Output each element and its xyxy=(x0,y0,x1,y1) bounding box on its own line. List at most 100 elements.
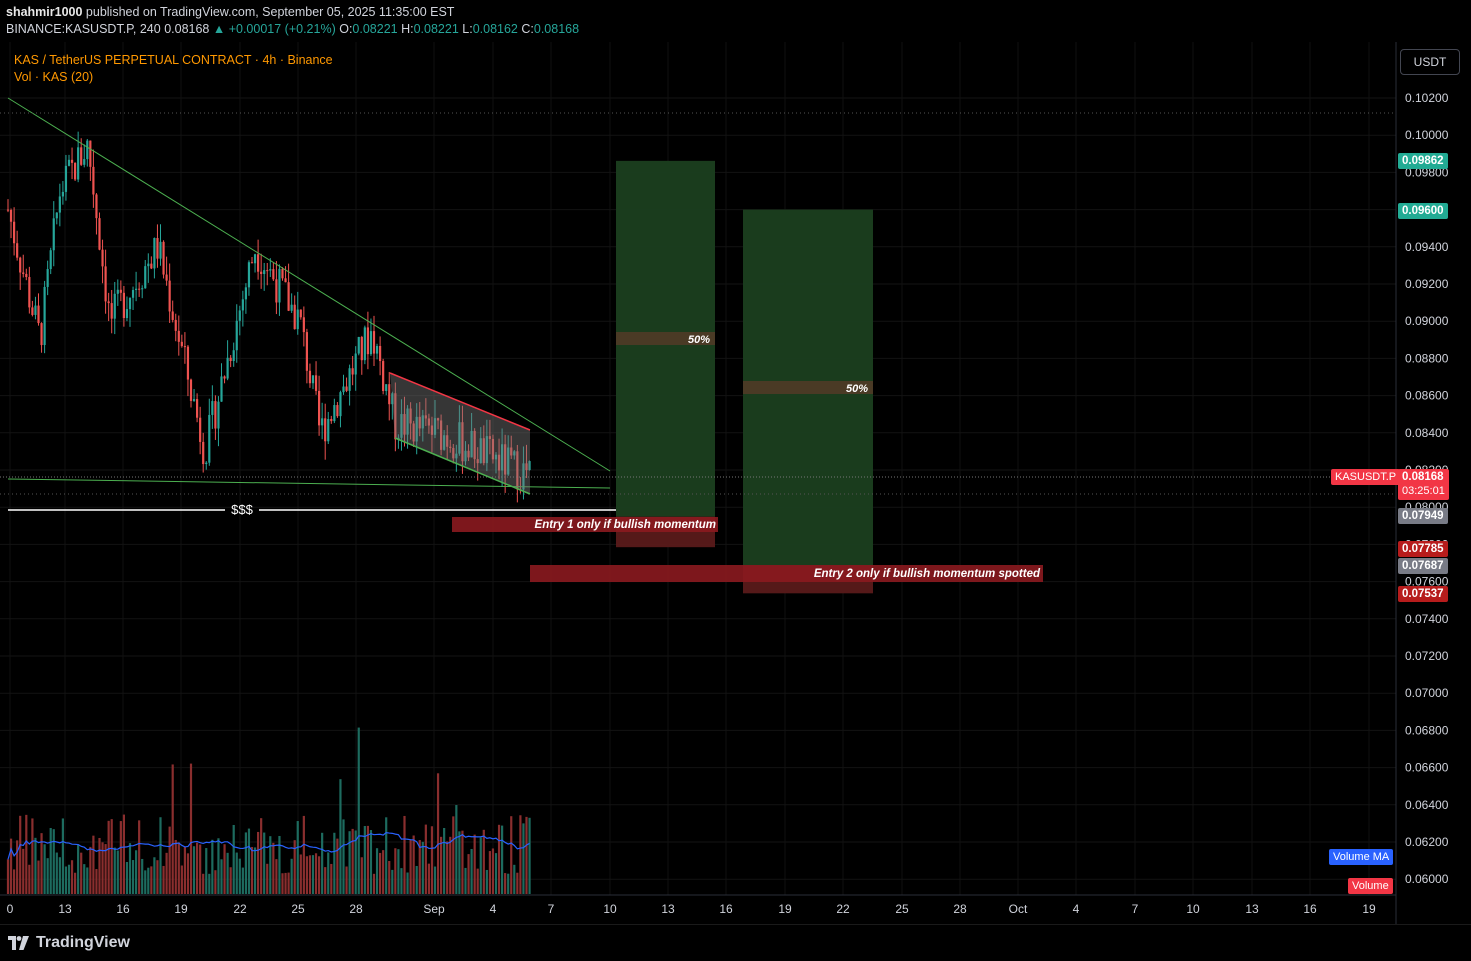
candle-body xyxy=(458,422,461,454)
tradingview-brand: TradingView xyxy=(36,934,130,951)
volume-bar xyxy=(290,858,293,894)
volume-bar xyxy=(92,835,95,894)
volume-bar xyxy=(16,840,19,894)
volume-bar xyxy=(504,873,507,894)
candle-body xyxy=(37,305,40,324)
volume-bar xyxy=(89,846,92,894)
candle-body xyxy=(293,304,296,330)
price-tick-label: 0.07600 xyxy=(1405,575,1449,589)
volume-bar xyxy=(122,814,125,894)
high-value: 0.08221 xyxy=(413,22,459,36)
time-tick-label: 13 xyxy=(1245,902,1259,916)
volume-bar xyxy=(382,850,385,894)
candle-body xyxy=(40,323,43,346)
price-tick-label: 0.08400 xyxy=(1405,426,1449,440)
volume-bar xyxy=(287,872,290,894)
candle-body xyxy=(501,444,504,471)
volume-bar xyxy=(394,848,397,894)
volume-bar xyxy=(296,821,299,894)
candle-body xyxy=(226,357,229,379)
volume-bar xyxy=(46,858,49,894)
candle-body xyxy=(229,357,232,362)
entry2-price-tag: 0.07687 xyxy=(1398,558,1448,574)
candle-body xyxy=(168,280,171,312)
candle-body xyxy=(235,320,238,351)
time-tick-label: 28 xyxy=(349,902,363,916)
volume-bar xyxy=(119,821,122,894)
candle-body xyxy=(61,191,64,197)
volume-bar xyxy=(275,859,278,894)
symbol-title[interactable]: KAS / TetherUS PERPETUAL CONTRACT · 4h ·… xyxy=(14,53,333,67)
volume-bar xyxy=(147,867,150,894)
volume-bar xyxy=(31,818,34,894)
volume-bar xyxy=(281,873,284,894)
volume-bar xyxy=(263,832,266,894)
candle-body xyxy=(263,270,266,275)
candle-body xyxy=(290,304,293,311)
candle-body xyxy=(485,436,488,464)
candle-body xyxy=(327,418,330,442)
candle-body xyxy=(34,305,37,315)
half-take-profit-band-2 xyxy=(743,381,873,394)
symbol-line: BINANCE:KASUSDT.P, 240 xyxy=(6,22,161,36)
chart-axes: 0.102000.100000.098000.096000.094000.092… xyxy=(0,42,1449,924)
candle-body xyxy=(150,263,153,269)
volume-bar xyxy=(446,841,449,894)
entry1-price-tag: 0.07949 xyxy=(1398,508,1448,524)
candle-body xyxy=(64,165,68,192)
volume-bar xyxy=(6,859,10,894)
publisher-user[interactable]: shahmir1000 xyxy=(6,5,83,19)
volume-bar xyxy=(13,869,16,894)
candle-body xyxy=(388,384,391,405)
volume-bar xyxy=(464,867,467,894)
volume-bar xyxy=(467,854,470,894)
volume-bar xyxy=(522,823,525,894)
candle-body xyxy=(156,238,159,259)
volume-bar xyxy=(476,868,479,894)
volume-bar xyxy=(507,873,510,894)
candle-body xyxy=(366,327,369,355)
volume-bar xyxy=(397,849,400,894)
volume-bar xyxy=(238,858,241,894)
currency-button[interactable]: USDT xyxy=(1400,49,1460,75)
volume-bar xyxy=(64,866,68,894)
current-price-value: 0.08168 xyxy=(1402,471,1444,483)
candle-body xyxy=(70,159,74,163)
volume-bar xyxy=(516,872,519,894)
volume-ma-tag: Volume MA xyxy=(1329,849,1394,865)
volume-bar xyxy=(403,815,406,894)
candle-body xyxy=(122,292,125,318)
volume-bar xyxy=(22,848,25,894)
candle-body xyxy=(397,437,400,440)
volume-bar xyxy=(28,864,31,894)
time-tick-label: 25 xyxy=(895,902,909,916)
volume-bar xyxy=(375,848,379,894)
volume-bar xyxy=(314,853,318,894)
volume-bar xyxy=(232,824,235,894)
candle-body xyxy=(452,447,455,459)
time-tick-label: 22 xyxy=(233,902,247,916)
chart-canvas[interactable]: 50% 50% $$$ Entry 1 only if bullish moment… xyxy=(0,42,1471,924)
close-label: C: xyxy=(521,22,534,36)
candle-body xyxy=(333,405,336,422)
volume-bar xyxy=(125,861,129,894)
tradingview-logo[interactable]: TradingView xyxy=(8,934,130,952)
volume-bar xyxy=(9,838,13,894)
candle-body xyxy=(110,303,113,319)
candle-body xyxy=(314,375,318,391)
volume-tag: Volume xyxy=(1348,878,1393,894)
volume-bar xyxy=(168,826,171,894)
candle-body xyxy=(351,368,354,375)
volume-bar xyxy=(415,865,418,894)
candle-body xyxy=(138,288,141,290)
candle-body xyxy=(217,401,220,429)
volume-bar xyxy=(339,779,342,894)
volume-legend[interactable]: Vol · KAS (20) xyxy=(14,70,94,84)
volume-bar xyxy=(501,825,504,894)
volume-bar xyxy=(153,857,156,894)
candle-body xyxy=(311,375,315,384)
candle-body xyxy=(406,408,409,435)
volume-bar xyxy=(247,828,251,894)
ohlc-line: BINANCE:KASUSDT.P, 240 0.08168 ▲ +0.0001… xyxy=(6,22,579,36)
volume-bar xyxy=(266,863,269,894)
